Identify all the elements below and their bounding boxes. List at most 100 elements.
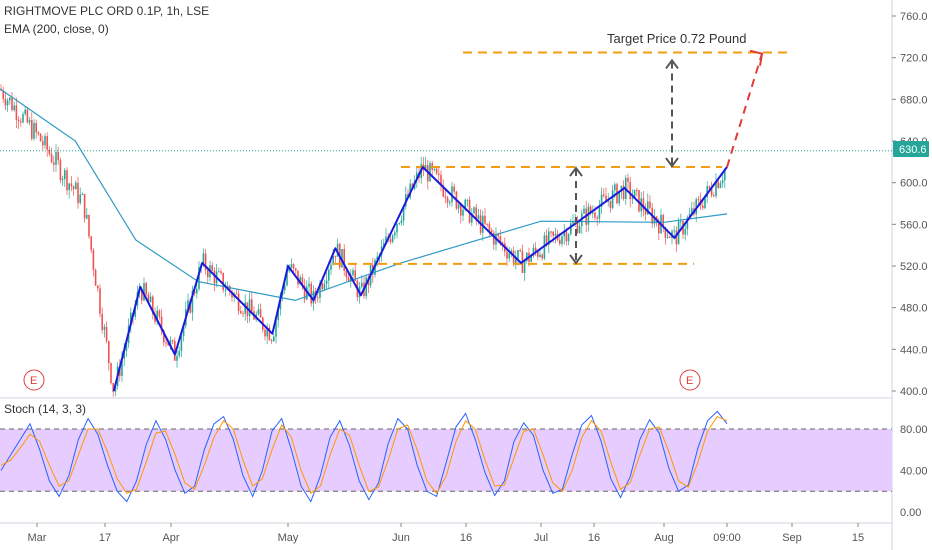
candle-body <box>174 340 176 361</box>
candle-body <box>125 343 128 351</box>
time-tick-label: 16 <box>460 532 472 544</box>
candle-body <box>400 220 403 224</box>
candle-body <box>622 185 625 199</box>
candles <box>0 84 726 397</box>
candle-body <box>268 327 271 341</box>
candle-body <box>13 105 15 111</box>
candle-body <box>88 214 90 237</box>
candle-body <box>501 242 504 244</box>
earnings-marker-1[interactable]: E <box>23 369 45 391</box>
candle-body <box>385 236 387 244</box>
candle-body <box>323 283 326 290</box>
candle-body <box>259 309 262 318</box>
candle-body <box>565 231 568 242</box>
price-tick-label: 480.0 <box>900 303 928 315</box>
candle-body <box>391 235 394 243</box>
candle-body <box>11 97 13 111</box>
candle-body <box>429 163 431 182</box>
candle-body <box>598 206 601 219</box>
candle-body <box>97 285 99 289</box>
candle-body <box>627 178 629 182</box>
candle-body <box>559 239 561 244</box>
candle-body <box>167 342 169 346</box>
candle-body <box>6 100 9 106</box>
candle-body <box>182 325 185 337</box>
candle-body <box>224 289 227 291</box>
candle-body <box>286 271 288 286</box>
candle-body <box>499 236 502 243</box>
candle-body <box>673 230 675 232</box>
candle-body <box>42 141 44 146</box>
candle-body <box>55 151 57 165</box>
candle-body <box>345 270 348 278</box>
last-price-label: 630.6 <box>899 144 927 156</box>
candle-body <box>191 290 194 313</box>
candle-body <box>394 232 396 236</box>
candle-body <box>537 251 539 257</box>
candle-body <box>563 231 565 237</box>
candle-body <box>178 350 180 357</box>
candle-body <box>75 182 77 190</box>
candle-body <box>468 199 471 223</box>
projection-line <box>726 53 763 168</box>
price-tick-label: 560.0 <box>900 219 928 231</box>
candle-body <box>66 170 68 191</box>
time-tick-label: Apr <box>162 532 179 544</box>
earnings-marker-2[interactable]: E <box>679 369 701 391</box>
time-tick-label: 15 <box>852 532 864 544</box>
candle-body <box>343 249 345 271</box>
time-tick-label: Jul <box>534 532 548 544</box>
stoch-tick-label: 80.00 <box>900 424 928 436</box>
candle-body <box>607 200 609 202</box>
candle-body <box>424 165 427 171</box>
candle-body <box>669 236 671 238</box>
candle-body <box>466 199 469 201</box>
candle-body <box>578 226 581 233</box>
candle-body <box>231 291 233 298</box>
time-axis[interactable]: Mar 17 Apr May Jun 16 Jul 16 Aug 09:00 Sep 15 <box>28 523 865 544</box>
candle-body <box>317 297 319 299</box>
candle-body <box>484 215 486 224</box>
time-tick-label: Sep <box>782 532 802 544</box>
range-measure-arrow-bottom <box>569 254 583 265</box>
earnings-marker-1-label: E <box>30 375 37 387</box>
candle-body <box>550 231 552 233</box>
stochastic-pane[interactable] <box>0 410 892 503</box>
candle-body <box>237 293 240 312</box>
candle-body <box>653 216 656 224</box>
candle-body <box>110 363 112 384</box>
candle-body <box>416 172 418 181</box>
candle-body <box>719 183 722 188</box>
candle-body <box>332 255 334 265</box>
candle-body <box>633 189 636 198</box>
candle-body <box>134 305 136 317</box>
candle-body <box>101 313 103 330</box>
candle-body <box>251 299 253 312</box>
candle-body <box>213 270 216 284</box>
candle-body <box>697 199 700 201</box>
candle-body <box>642 198 645 211</box>
candle-body <box>376 256 378 260</box>
candle-body <box>222 272 224 290</box>
candle-body <box>2 90 4 99</box>
price-tick-label: 680.0 <box>900 94 928 106</box>
price-axis[interactable]: 400.0440.0480.0520.0560.0600.0640.0680.0… <box>892 11 928 519</box>
candle-body <box>638 190 640 212</box>
candle-body <box>4 98 7 106</box>
candle-body <box>715 181 717 196</box>
candle-body <box>686 217 689 229</box>
candle-body <box>490 230 493 233</box>
candle-body <box>361 282 363 287</box>
candle-body <box>99 288 101 314</box>
candle-body <box>220 271 222 273</box>
candle-body <box>108 341 110 364</box>
candle-body <box>644 210 647 215</box>
candle-body <box>92 250 95 270</box>
price-pane[interactable] <box>0 0 893 550</box>
candle-body <box>244 302 246 314</box>
time-tick-label: Mar <box>28 532 47 544</box>
candle-body <box>330 264 332 270</box>
candle-body <box>517 250 519 259</box>
candle-body <box>438 173 440 175</box>
